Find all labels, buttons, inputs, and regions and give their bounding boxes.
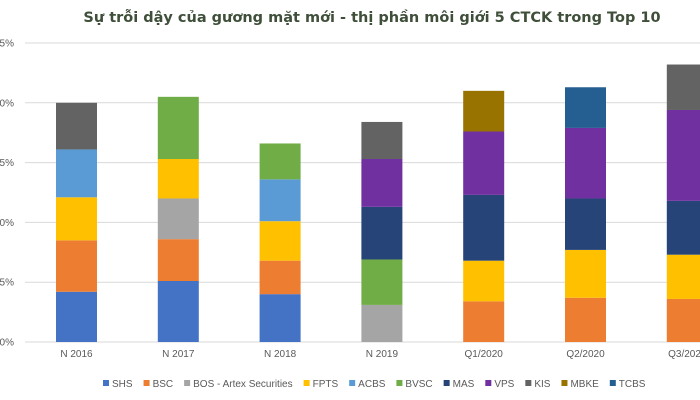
- bar-segment-vps: [666, 109, 700, 201]
- bar-segment-bsc: [463, 301, 505, 342]
- bar-segment-fpts: [666, 254, 700, 299]
- bar-segment-bsc: [259, 260, 301, 295]
- x-tick-label: N 2016: [60, 349, 93, 360]
- legend-swatch: [561, 380, 568, 386]
- bar-segment-bvsc: [361, 259, 403, 305]
- legend-swatch: [349, 380, 356, 386]
- bar-segment-acbs: [56, 149, 97, 198]
- legend-item: KIS: [525, 379, 551, 390]
- bar-segment-bos-artex-securities: [157, 198, 199, 240]
- legend-label: BOS - Artex Securities: [193, 379, 292, 390]
- bar-segment-mas: [666, 200, 700, 255]
- bar-segment-shs: [157, 281, 199, 342]
- legend-swatch: [609, 380, 616, 386]
- x-tick-label: Q2/2020: [566, 349, 605, 360]
- bar-segment-mas: [463, 194, 505, 261]
- legend-swatch: [103, 380, 109, 386]
- legend-item: MAS: [443, 379, 475, 390]
- legend-item: ACBS: [349, 379, 386, 390]
- legend-label: FPTS: [313, 379, 339, 390]
- bar-segment-fpts: [56, 197, 97, 241]
- legend-swatch: [303, 380, 310, 386]
- bar-segment-shs: [56, 291, 97, 342]
- x-tick-label: N 2017: [162, 349, 195, 360]
- legend-swatch: [143, 380, 150, 386]
- x-tick-label: N 2018: [264, 349, 297, 360]
- legend-item: BSC: [143, 379, 174, 390]
- legend-label: ACBS: [358, 379, 386, 390]
- legend-swatch: [184, 380, 191, 386]
- bar-segment-vps: [463, 131, 505, 195]
- y-tick-label: 20%: [0, 98, 14, 109]
- bar-segment-bos-artex-securities: [361, 304, 403, 342]
- legend-item: VPS: [485, 379, 515, 390]
- bar-segment-mas: [565, 198, 606, 250]
- legend-item: TCBS: [609, 379, 646, 390]
- legend-label: BSC: [153, 379, 174, 390]
- legend-item: BOS - Artex Securities: [184, 379, 293, 390]
- legend-item: MBKE: [561, 379, 599, 390]
- bar-segment-bsc: [565, 297, 606, 342]
- bar-segment-vps: [361, 159, 403, 207]
- bar-segment-mbke: [463, 90, 505, 132]
- y-tick-label: 15%: [0, 158, 14, 169]
- y-tick-label: 0%: [0, 338, 14, 349]
- bar-segment-fpts: [157, 159, 199, 199]
- y-tick-label: 10%: [0, 218, 14, 229]
- x-tick-label: N 2019: [366, 349, 399, 360]
- legend-label: MAS: [453, 379, 475, 390]
- bar-segment-acbs: [259, 179, 301, 222]
- legend-swatch: [525, 380, 532, 386]
- legend-item: BVSC: [396, 379, 433, 390]
- x-tick-label: Q3/2020: [668, 349, 700, 360]
- legend-item: SHS: [103, 379, 133, 390]
- bar-segment-fpts: [565, 249, 606, 298]
- bar-segment-shs: [259, 294, 301, 342]
- bar-segment-kis: [666, 64, 700, 110]
- legend-label: KIS: [534, 379, 550, 390]
- legend-item: FPTS: [303, 379, 339, 390]
- legend-swatch: [396, 380, 403, 386]
- x-tick-label: Q1/2020: [465, 349, 504, 360]
- bar-segment-kis: [56, 102, 97, 150]
- bar-segment-vps: [565, 127, 606, 199]
- bar-segment-fpts: [463, 260, 505, 302]
- bar-segment-bsc: [56, 240, 97, 292]
- legend-label: MBKE: [570, 379, 599, 390]
- legend-label: BVSC: [405, 379, 432, 390]
- legend-label: VPS: [494, 379, 514, 390]
- bar-segment-bvsc: [157, 96, 199, 160]
- y-tick-label: 25%: [0, 39, 14, 50]
- bar-segment-bvsc: [259, 143, 301, 180]
- bar-segment-mas: [361, 206, 403, 260]
- legend-swatch: [443, 380, 450, 386]
- chart-title: Sự trỗi dậy của gương mặt mới - thị phần…: [83, 9, 660, 26]
- y-tick-label: 5%: [0, 278, 14, 289]
- bar-segment-bsc: [157, 239, 199, 282]
- legend-label: SHS: [112, 379, 133, 390]
- legend-label: TCBS: [619, 379, 646, 390]
- bar-segment-tcbs: [565, 87, 606, 128]
- bar-segment-bsc: [666, 298, 700, 342]
- bar-segment-fpts: [259, 221, 301, 261]
- bar-segment-kis: [361, 121, 403, 160]
- legend-swatch: [485, 380, 492, 386]
